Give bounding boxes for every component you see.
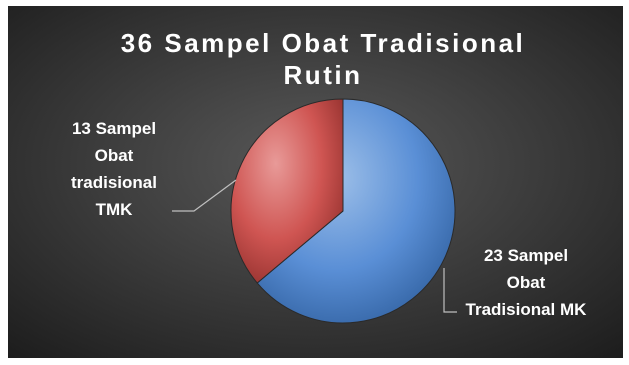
- pie-slices: [230, 98, 456, 324]
- slice-label-mk: 23 Sampel Obat Tradisional MK: [466, 246, 588, 319]
- slice-label-mk-line-1: 23 Sampel: [484, 246, 568, 265]
- leader-line-tmk: [172, 179, 237, 212]
- pie-slice-mk: [256, 98, 456, 324]
- pie-slice-tmk: [230, 98, 344, 284]
- slice-label-mk-line-3: Tradisional MK: [466, 300, 588, 319]
- leader-lines: [172, 179, 457, 313]
- chart-canvas: 36 Sampel Obat Tradisional Rutin 23 Samp…: [8, 6, 623, 358]
- slice-label-mk-line-2: Obat: [507, 273, 546, 292]
- slice-label-tmk-line-3: tradisional: [71, 173, 157, 192]
- slice-label-tmk-line-1: 13 Sampel: [72, 119, 156, 138]
- chart-title-line-2: Rutin: [284, 60, 363, 90]
- slice-label-tmk-line-4: TMK: [96, 200, 134, 219]
- leader-line-mk: [443, 268, 457, 313]
- slice-label-tmk-line-2: Obat: [95, 146, 134, 165]
- pie-chart: 36 Sampel Obat Tradisional Rutin 23 Samp…: [8, 6, 623, 358]
- chart-title-line-1: 36 Sampel Obat Tradisional: [121, 28, 526, 58]
- slice-label-tmk: 13 Sampel Obat tradisional TMK: [71, 119, 157, 219]
